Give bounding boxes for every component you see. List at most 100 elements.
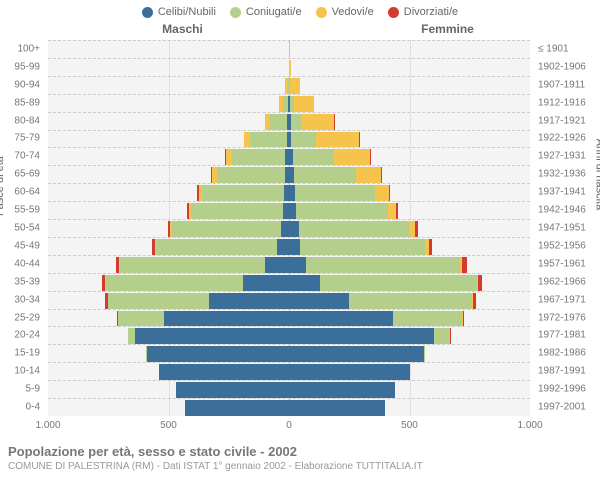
y-labels-age: 100+95-9990-9485-8980-8475-7970-7465-696… [0,40,44,416]
bar-segment [209,293,289,309]
bar-female [289,239,432,255]
bar-female [289,328,451,344]
bar-male [102,275,289,291]
footer-subtitle: COMUNE DI PALESTRINA (RM) - Dati ISTAT 1… [8,461,592,472]
bar-segment [156,239,276,255]
bar-male [152,239,289,255]
pyramid-row [48,112,530,131]
bar-segment [265,257,289,273]
y-label-age: 100+ [17,43,40,54]
y-label-birth: 1937-1941 [538,187,586,198]
bar-segment [289,239,300,255]
pyramid-row [48,255,530,274]
bar-segment [389,185,390,201]
gender-headers: Maschi Femmine [0,20,600,40]
bar-segment [289,328,434,344]
legend-item: Divorziati/e [388,6,458,18]
y-label-age: 45-49 [14,240,40,251]
bar-segment [463,311,464,327]
bar-segment [415,221,417,237]
bar-male [225,149,289,165]
legend-swatch [230,7,241,18]
y-label-age: 30-34 [14,294,40,305]
bar-segment [306,257,460,273]
pyramid-row [48,380,530,399]
bar-segment [108,293,209,309]
pyramid-row [48,309,530,328]
bar-female [289,364,410,380]
x-labels: 1.00050005001.000 [48,420,530,434]
pyramid-row [48,237,530,256]
bar-male [244,132,289,148]
population-pyramid: Celibi/NubiliConiugati/eVedovi/eDivorzia… [0,0,600,500]
bar-segment [289,311,393,327]
bar-segment [164,311,289,327]
y-label-birth: 1902-1906 [538,61,586,72]
plot [48,40,530,416]
y-label-birth: 1977-1981 [538,330,586,341]
bar-segment [191,203,283,219]
legend-swatch [316,7,327,18]
bar-segment [359,132,360,148]
y-label-age: 50-54 [14,223,40,234]
y-label-birth: 1917-1921 [538,115,586,126]
header-male: Maschi [0,22,315,36]
x-tick-label: 500 [160,420,177,431]
bar-segment [424,346,425,362]
bar-segment [291,114,301,130]
bar-segment [294,96,314,112]
bar-segment [370,149,371,165]
bar-segment [289,203,296,219]
bar-male [176,382,289,398]
bar-segment [289,293,349,309]
y-label-birth: 1997-2001 [538,402,586,413]
pyramid-row [48,344,530,363]
bar-segment [393,311,463,327]
bar-segment [296,203,388,219]
bar-segment [381,167,382,183]
bar-female [289,78,300,94]
pyramid-row [48,165,530,184]
bar-segment [270,114,287,130]
y-label-birth: 1957-1961 [538,258,586,269]
y-label-age: 35-39 [14,276,40,287]
x-tick-label: 1.000 [35,420,60,431]
bar-segment [473,293,476,309]
y-label-birth: 1967-1971 [538,294,586,305]
footer: Popolazione per età, sesso e stato civil… [0,440,600,472]
bar-female [289,60,291,76]
y-label-age: 25-29 [14,312,40,323]
bar-female [289,221,418,237]
bar-segment [118,311,164,327]
y-label-age: 65-69 [14,169,40,180]
bar-female [289,149,371,165]
bar-segment [281,221,289,237]
bar-segment [334,149,370,165]
y-label-age: 70-74 [14,151,40,162]
bar-female [289,114,335,130]
bar-segment [217,167,284,183]
bar-segment [396,203,398,219]
pyramid-row [48,201,530,220]
legend: Celibi/NubiliConiugati/eVedovi/eDivorzia… [0,0,600,20]
y-labels-birth: ≤ 19011902-19061907-19111912-19161917-19… [534,40,600,416]
bar-male [115,257,289,273]
y-label-birth: 1942-1946 [538,205,586,216]
bar-segment [289,382,395,398]
bar-segment [250,132,286,148]
pyramid-row [48,147,530,166]
bar-segment [349,293,472,309]
bar-segment [388,203,396,219]
footer-title: Popolazione per età, sesso e stato civil… [8,444,592,459]
y-label-age: 90-94 [14,79,40,90]
header-female: Femmine [315,22,580,36]
pyramid-row [48,273,530,292]
legend-item: Coniugati/e [230,6,302,18]
pyramid-row [48,58,530,77]
y-label-birth: 1907-1911 [538,79,585,90]
bar-segment [320,275,477,291]
bar-segment [232,149,285,165]
pyramid-row [48,219,530,238]
bar-female [289,382,395,398]
bar-segment [291,132,315,148]
